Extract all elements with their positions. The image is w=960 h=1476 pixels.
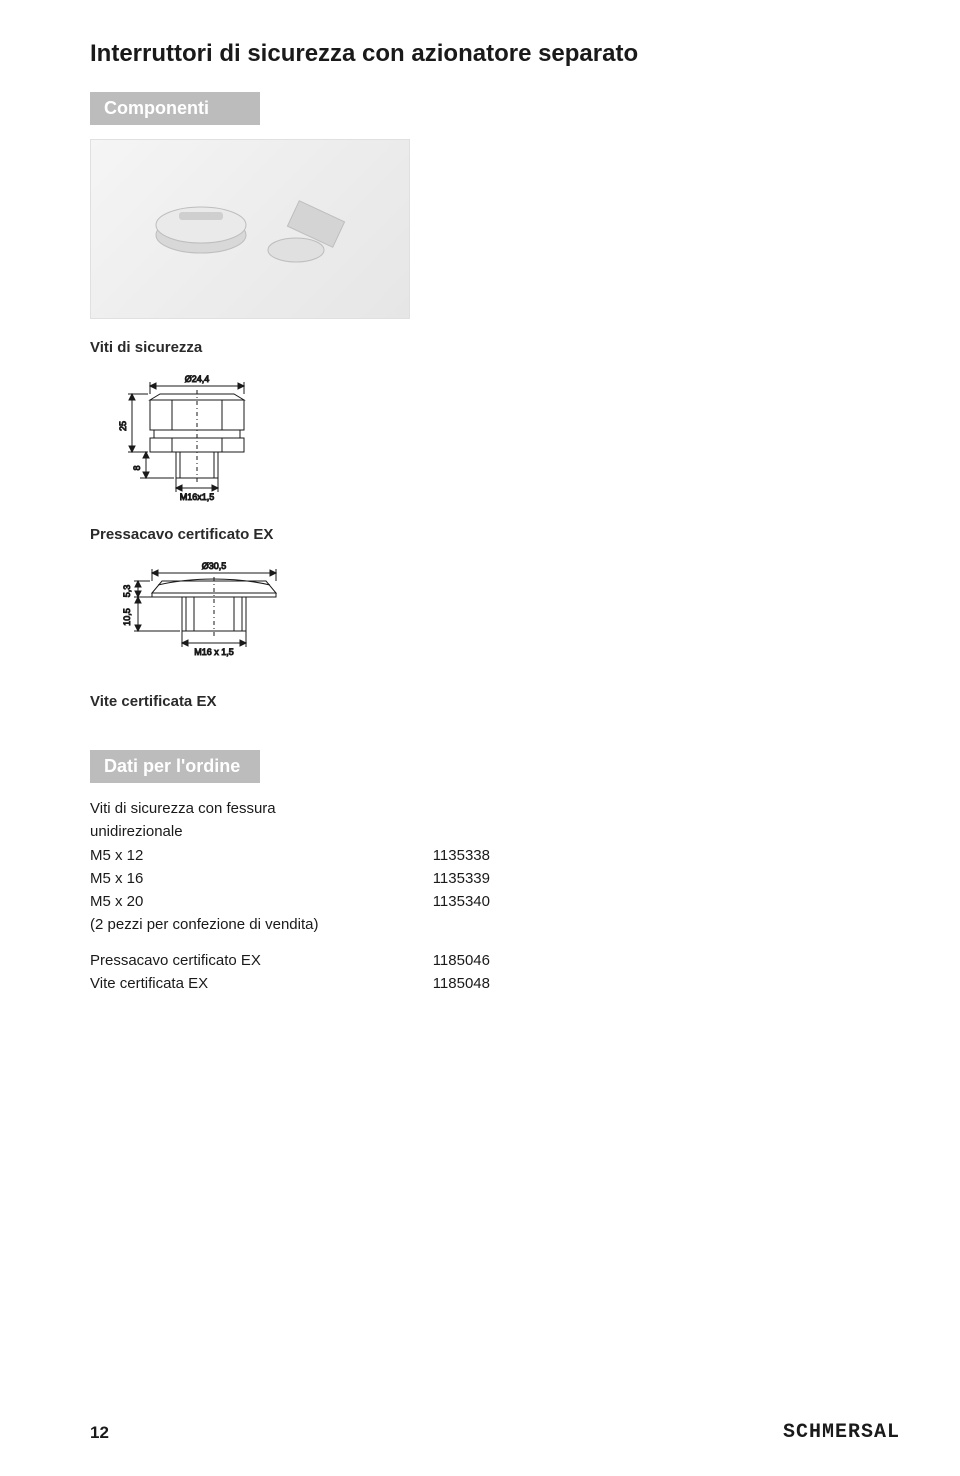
dim-plug-thread: M16 x 1,5 — [194, 647, 234, 657]
order-row-code: 1135339 — [433, 867, 490, 890]
order-intro-1: Viti di sicurezza con fessura — [90, 797, 490, 820]
page-number: 12 — [90, 1423, 109, 1443]
order-body: Viti di sicurezza con fessura unidirezio… — [90, 797, 490, 995]
dim-plug-thread-h: 10,5 — [122, 608, 132, 626]
section-bar-components: Componenti — [90, 92, 260, 125]
order-row-label: M5 x 16 — [90, 867, 143, 890]
order-row-code: 1135340 — [433, 890, 490, 913]
dim-gland-thread: M16x1,5 — [180, 492, 215, 502]
order-row-label: Pressacavo certificato EX — [90, 949, 261, 972]
order-note: (2 pezzi per confezione di vendita) — [90, 913, 490, 936]
brand-logo: SCHMERSAL — [783, 1421, 900, 1444]
section-bar-data: Dati per l'ordine — [90, 750, 260, 783]
order-row: Pressacavo certificato EX 1185046 — [90, 949, 490, 972]
diagram-gland: Ø24,4 — [90, 372, 900, 502]
order-row: M5 x 16 1135339 — [90, 867, 490, 890]
screws-photo-placeholder — [90, 139, 410, 319]
order-row: M5 x 20 1135340 — [90, 890, 490, 913]
order-row-code: 1135338 — [433, 844, 490, 867]
order-row-code: 1185046 — [433, 949, 490, 972]
page-title: Interruttori di sicurezza con azionatore… — [90, 40, 900, 68]
order-row-label: M5 x 20 — [90, 890, 143, 913]
dim-gland-thread-h: 8 — [132, 465, 142, 470]
diagram-plug: Ø30,5 5,3 — [90, 559, 900, 669]
dim-plug-diameter: Ø30,5 — [202, 561, 227, 571]
order-row: M5 x 12 1135338 — [90, 844, 490, 867]
dim-gland-height: 25 — [118, 421, 128, 431]
order-row-label: M5 x 12 — [90, 844, 143, 867]
order-row: Vite certificata EX 1185048 — [90, 972, 490, 995]
order-row-code: 1185048 — [433, 972, 490, 995]
subhead-screws: Viti di sicurezza — [90, 339, 900, 356]
dim-plug-head-h: 5,3 — [122, 585, 132, 598]
order-row-label: Vite certificata EX — [90, 972, 208, 995]
order-intro-2: unidirezionale — [90, 820, 490, 843]
subhead-gland: Pressacavo certificato EX — [90, 526, 900, 543]
dim-gland-diameter: Ø24,4 — [185, 374, 210, 384]
subhead-plug: Vite certificata EX — [90, 693, 900, 710]
